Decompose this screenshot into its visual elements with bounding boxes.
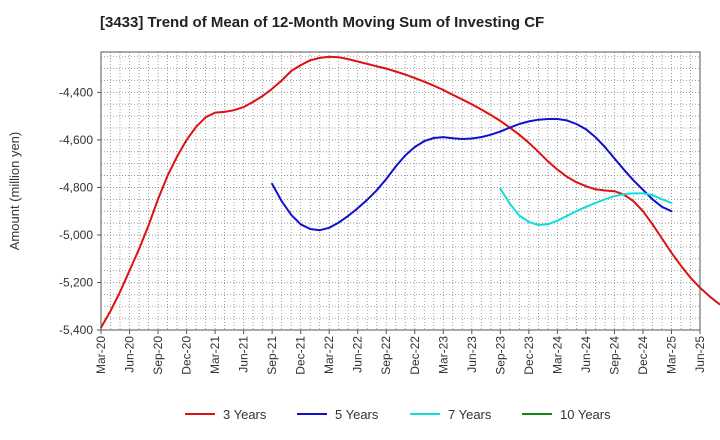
x-tick-label: Dec-20 [180,336,194,375]
x-tick-label: Sep-21 [265,336,279,375]
plot-background [101,52,700,330]
x-tick-label: Jun-25 [693,336,707,373]
x-tick-label: Dec-24 [636,336,650,375]
series-line-5-years [271,118,673,232]
x-tick-label: Sep-23 [493,336,507,375]
y-tick-label: -4,400 [59,85,93,99]
x-tick-label: Mar-21 [208,336,222,374]
x-tick-label: Jun-23 [465,336,479,373]
y-tick-label: -5,400 [59,323,93,337]
x-tick-label: Mar-22 [322,336,336,374]
x-tick-label: Mar-23 [436,336,450,374]
x-tick-label: Jun-20 [123,336,137,373]
x-tick-label: Jun-24 [579,336,593,373]
x-tick-label: Mar-25 [664,336,678,374]
y-tick-label: -5,200 [59,275,93,289]
x-tick-label: Dec-22 [408,336,422,375]
legend-label: 5 Years [335,407,379,422]
chart-title: [3433] Trend of Mean of 12-Month Moving … [100,14,545,31]
x-tick-label: Sep-20 [151,336,165,375]
series-line-7-years [499,187,673,226]
legend-label: 3 Years [223,407,267,422]
x-tick-label: Jun-21 [237,336,251,373]
x-tick-label: Dec-21 [294,336,308,375]
legend-label: 10 Years [560,407,611,422]
x-tick-label: Sep-24 [607,336,621,375]
legend: 3 Years 5 Years 7 Years 10 Years [185,407,611,422]
legend-label: 7 Years [448,407,492,422]
x-axis-ticks: Mar-20 Jun-20 Sep-20 Dec-20 Mar-21 Jun-21 Sep-… [94,330,707,375]
grid [101,52,700,330]
y-tick-label: -4,800 [59,180,93,194]
x-tick-label: Dec-23 [522,336,536,375]
x-tick-label: Sep-22 [379,336,393,375]
x-tick-label: Jun-22 [351,336,365,373]
y-tick-label: -5,000 [59,228,93,242]
y-axis-ticks: -4,400 -4,600 -4,800 -5,000 -5,200 -5,400 [59,85,101,337]
y-axis-title: Amount (million yen) [7,132,22,251]
series-lines [100,55,720,329]
x-tick-label: Mar-24 [550,336,564,374]
plot-frame [100,51,701,331]
y-tick-label: -4,600 [59,133,93,147]
x-tick-label: Mar-20 [94,336,108,374]
